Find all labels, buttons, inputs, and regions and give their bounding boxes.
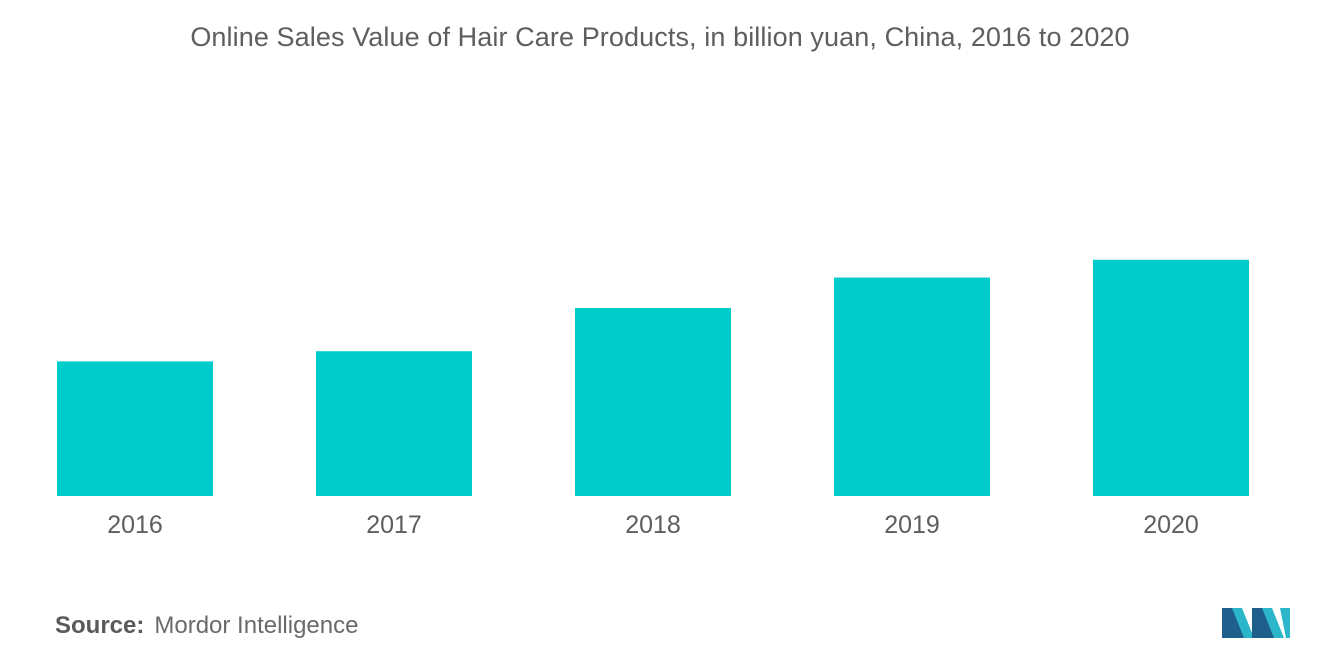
bar-2016	[57, 361, 213, 496]
x-tick-label-2020: 2020	[1143, 511, 1199, 539]
source-note: Source: Mordor Intelligence	[55, 612, 358, 640]
x-tick-label-2019: 2019	[884, 511, 940, 539]
bar-2019	[834, 277, 990, 496]
bar-2018	[575, 308, 731, 496]
bar-chart: 2016 2017 2018 2019 2020	[57, 259, 1249, 539]
x-tick-label-2017: 2017	[366, 511, 422, 539]
x-tick-label-2016: 2016	[107, 511, 163, 539]
source-text: Mordor Intelligence	[154, 612, 359, 639]
x-tick-label-2018: 2018	[625, 511, 681, 539]
chart-title: Online Sales Value of Hair Care Products…	[190, 22, 1130, 52]
bar-2020	[1093, 259, 1249, 496]
source-label: Source:	[55, 612, 145, 639]
bar-2017	[316, 351, 472, 496]
mordor-intelligence-logo-icon	[1222, 608, 1290, 638]
